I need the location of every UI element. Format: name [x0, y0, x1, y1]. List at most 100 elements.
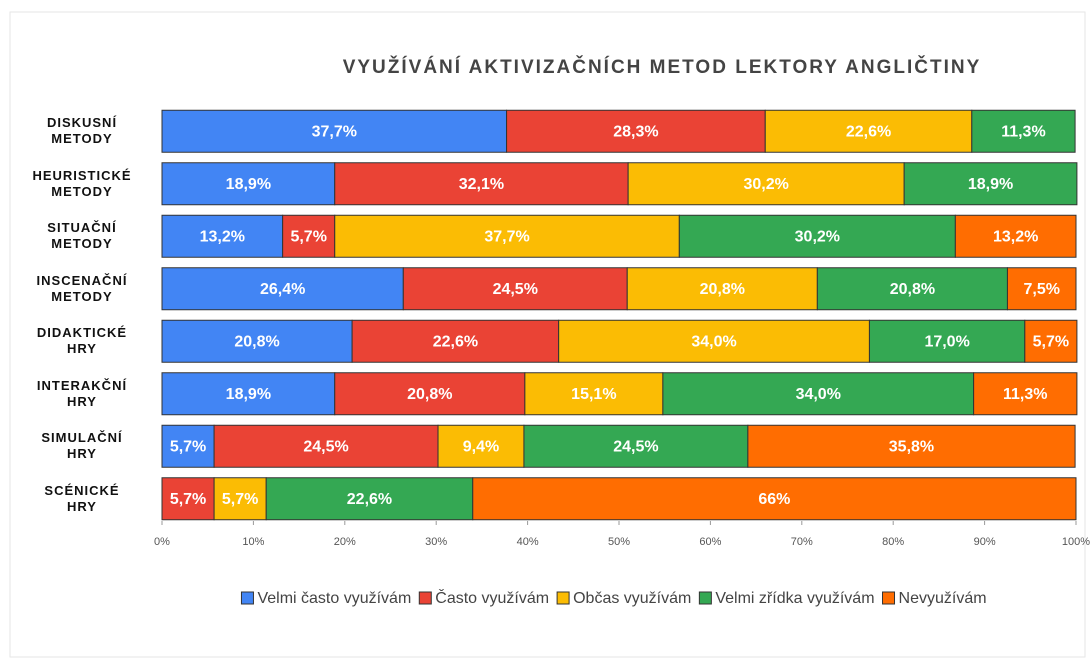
bar-segment	[334, 162, 629, 206]
x-tick-label: 20%	[334, 536, 356, 548]
data-label: 24,5%	[493, 281, 538, 298]
legend-label: Velmi zřídka využívám	[715, 590, 874, 607]
bar-segment	[954, 214, 1077, 258]
bar-segment	[334, 372, 526, 416]
data-label: 22,6%	[846, 123, 891, 140]
data-label: 5,7%	[222, 491, 258, 508]
category-label: HEURISTICKÉ METODY	[32, 167, 132, 199]
data-label: 20,8%	[700, 281, 745, 298]
data-label: 22,6%	[433, 333, 478, 350]
x-tick-label: 10%	[242, 536, 264, 548]
bar-segment	[161, 214, 284, 258]
bar-segment	[816, 267, 1008, 311]
x-tick-label: 30%	[425, 536, 447, 548]
x-tick-label: 100%	[1062, 536, 1090, 548]
data-label: 32,1%	[459, 176, 504, 193]
x-tick-label: 60%	[699, 536, 721, 548]
bar-segment	[523, 424, 749, 468]
legend-swatch	[240, 591, 254, 605]
data-label: 17,0%	[924, 333, 969, 350]
bar-segment	[747, 424, 1076, 468]
category-label: SIMULAČNÍ HRY	[41, 430, 123, 462]
x-tick-label: 50%	[608, 536, 630, 548]
data-label: 66%	[758, 491, 790, 508]
bar-segment	[265, 477, 474, 521]
data-label: 34,0%	[691, 333, 736, 350]
bar-segment	[437, 424, 525, 468]
data-label: 15,1%	[571, 386, 616, 403]
bar-segment	[1024, 319, 1078, 363]
data-label: 20,8%	[890, 281, 935, 298]
data-label: 5,7%	[170, 438, 206, 455]
data-label: 5,7%	[290, 228, 326, 245]
bar-segment	[1006, 267, 1077, 311]
data-label: 13,2%	[993, 228, 1038, 245]
bar-segment	[282, 214, 336, 258]
bar-segment	[161, 477, 215, 521]
data-label: 20,8%	[407, 386, 452, 403]
data-label: 13,2%	[200, 228, 245, 245]
legend-label: Často využívám	[435, 588, 549, 607]
data-label: 22,6%	[347, 491, 392, 508]
data-label: 20,8%	[234, 333, 279, 350]
bar-segment	[161, 319, 353, 363]
bar-segment	[903, 162, 1078, 206]
bar-segment	[678, 214, 956, 258]
chart-title: VYUŽÍVÁNÍ AKTIVIZAČNÍCH METOD LEKTORY AN…	[343, 56, 982, 78]
category-label: SCÉNICKÉ HRY	[44, 482, 120, 514]
data-label: 5,7%	[170, 491, 206, 508]
legend-swatch	[882, 591, 896, 605]
bar-segment	[334, 214, 680, 258]
category-label: SITUAČNÍ METODY	[47, 220, 117, 252]
data-label: 37,7%	[484, 228, 529, 245]
data-label: 28,3%	[613, 123, 658, 140]
bar-segment	[472, 477, 1077, 521]
bar-segment	[971, 109, 1076, 153]
legend-label: Velmi často využívám	[257, 590, 411, 607]
bar-segment	[558, 319, 870, 363]
data-label: 30,2%	[795, 228, 840, 245]
bar-segment	[161, 162, 336, 206]
bar-segment	[868, 319, 1026, 363]
data-label: 30,2%	[743, 176, 788, 193]
x-tick-label: 40%	[517, 536, 539, 548]
data-label: 26,4%	[260, 281, 305, 298]
bar-segment	[161, 109, 508, 153]
x-tick-label: 70%	[791, 536, 813, 548]
data-label: 18,9%	[226, 386, 271, 403]
bar-segment	[161, 372, 336, 416]
data-label: 7,5%	[1023, 281, 1059, 298]
data-label: 34,0%	[796, 386, 841, 403]
legend-swatch	[698, 591, 712, 605]
x-tick-label: 80%	[882, 536, 904, 548]
data-label: 11,3%	[1001, 123, 1045, 140]
bar-segment	[524, 372, 664, 416]
bar-segment	[213, 477, 267, 521]
category-label: INTERAKČNÍ HRY	[36, 377, 128, 409]
bar-segment	[402, 267, 628, 311]
data-label: 5,7%	[1033, 333, 1069, 350]
category-label: INSCENAČNÍ METODY	[36, 272, 128, 304]
x-tick-label: 0%	[154, 536, 170, 548]
data-label: 18,9%	[968, 176, 1013, 193]
x-tick-label: 90%	[974, 536, 996, 548]
bar-segment	[161, 267, 404, 311]
data-label: 24,5%	[613, 438, 658, 455]
legend-label: Nevyužívám	[899, 590, 987, 607]
bar-segment	[351, 319, 560, 363]
data-label: 11,3%	[1003, 386, 1047, 403]
bar-segment	[626, 267, 818, 311]
legend-swatch	[418, 591, 432, 605]
data-label: 18,9%	[226, 176, 271, 193]
legend-swatch	[556, 591, 570, 605]
bar-segment	[764, 109, 973, 153]
bar-segment	[213, 424, 439, 468]
category-label: DISKUSNÍ METODY	[46, 115, 118, 147]
category-label: DIDAKTICKÉ HRY	[36, 325, 128, 357]
legend-label: Občas využívám	[573, 590, 691, 607]
bar-segment	[161, 424, 215, 468]
data-label: 35,8%	[889, 438, 934, 455]
data-label: 37,7%	[312, 123, 357, 140]
